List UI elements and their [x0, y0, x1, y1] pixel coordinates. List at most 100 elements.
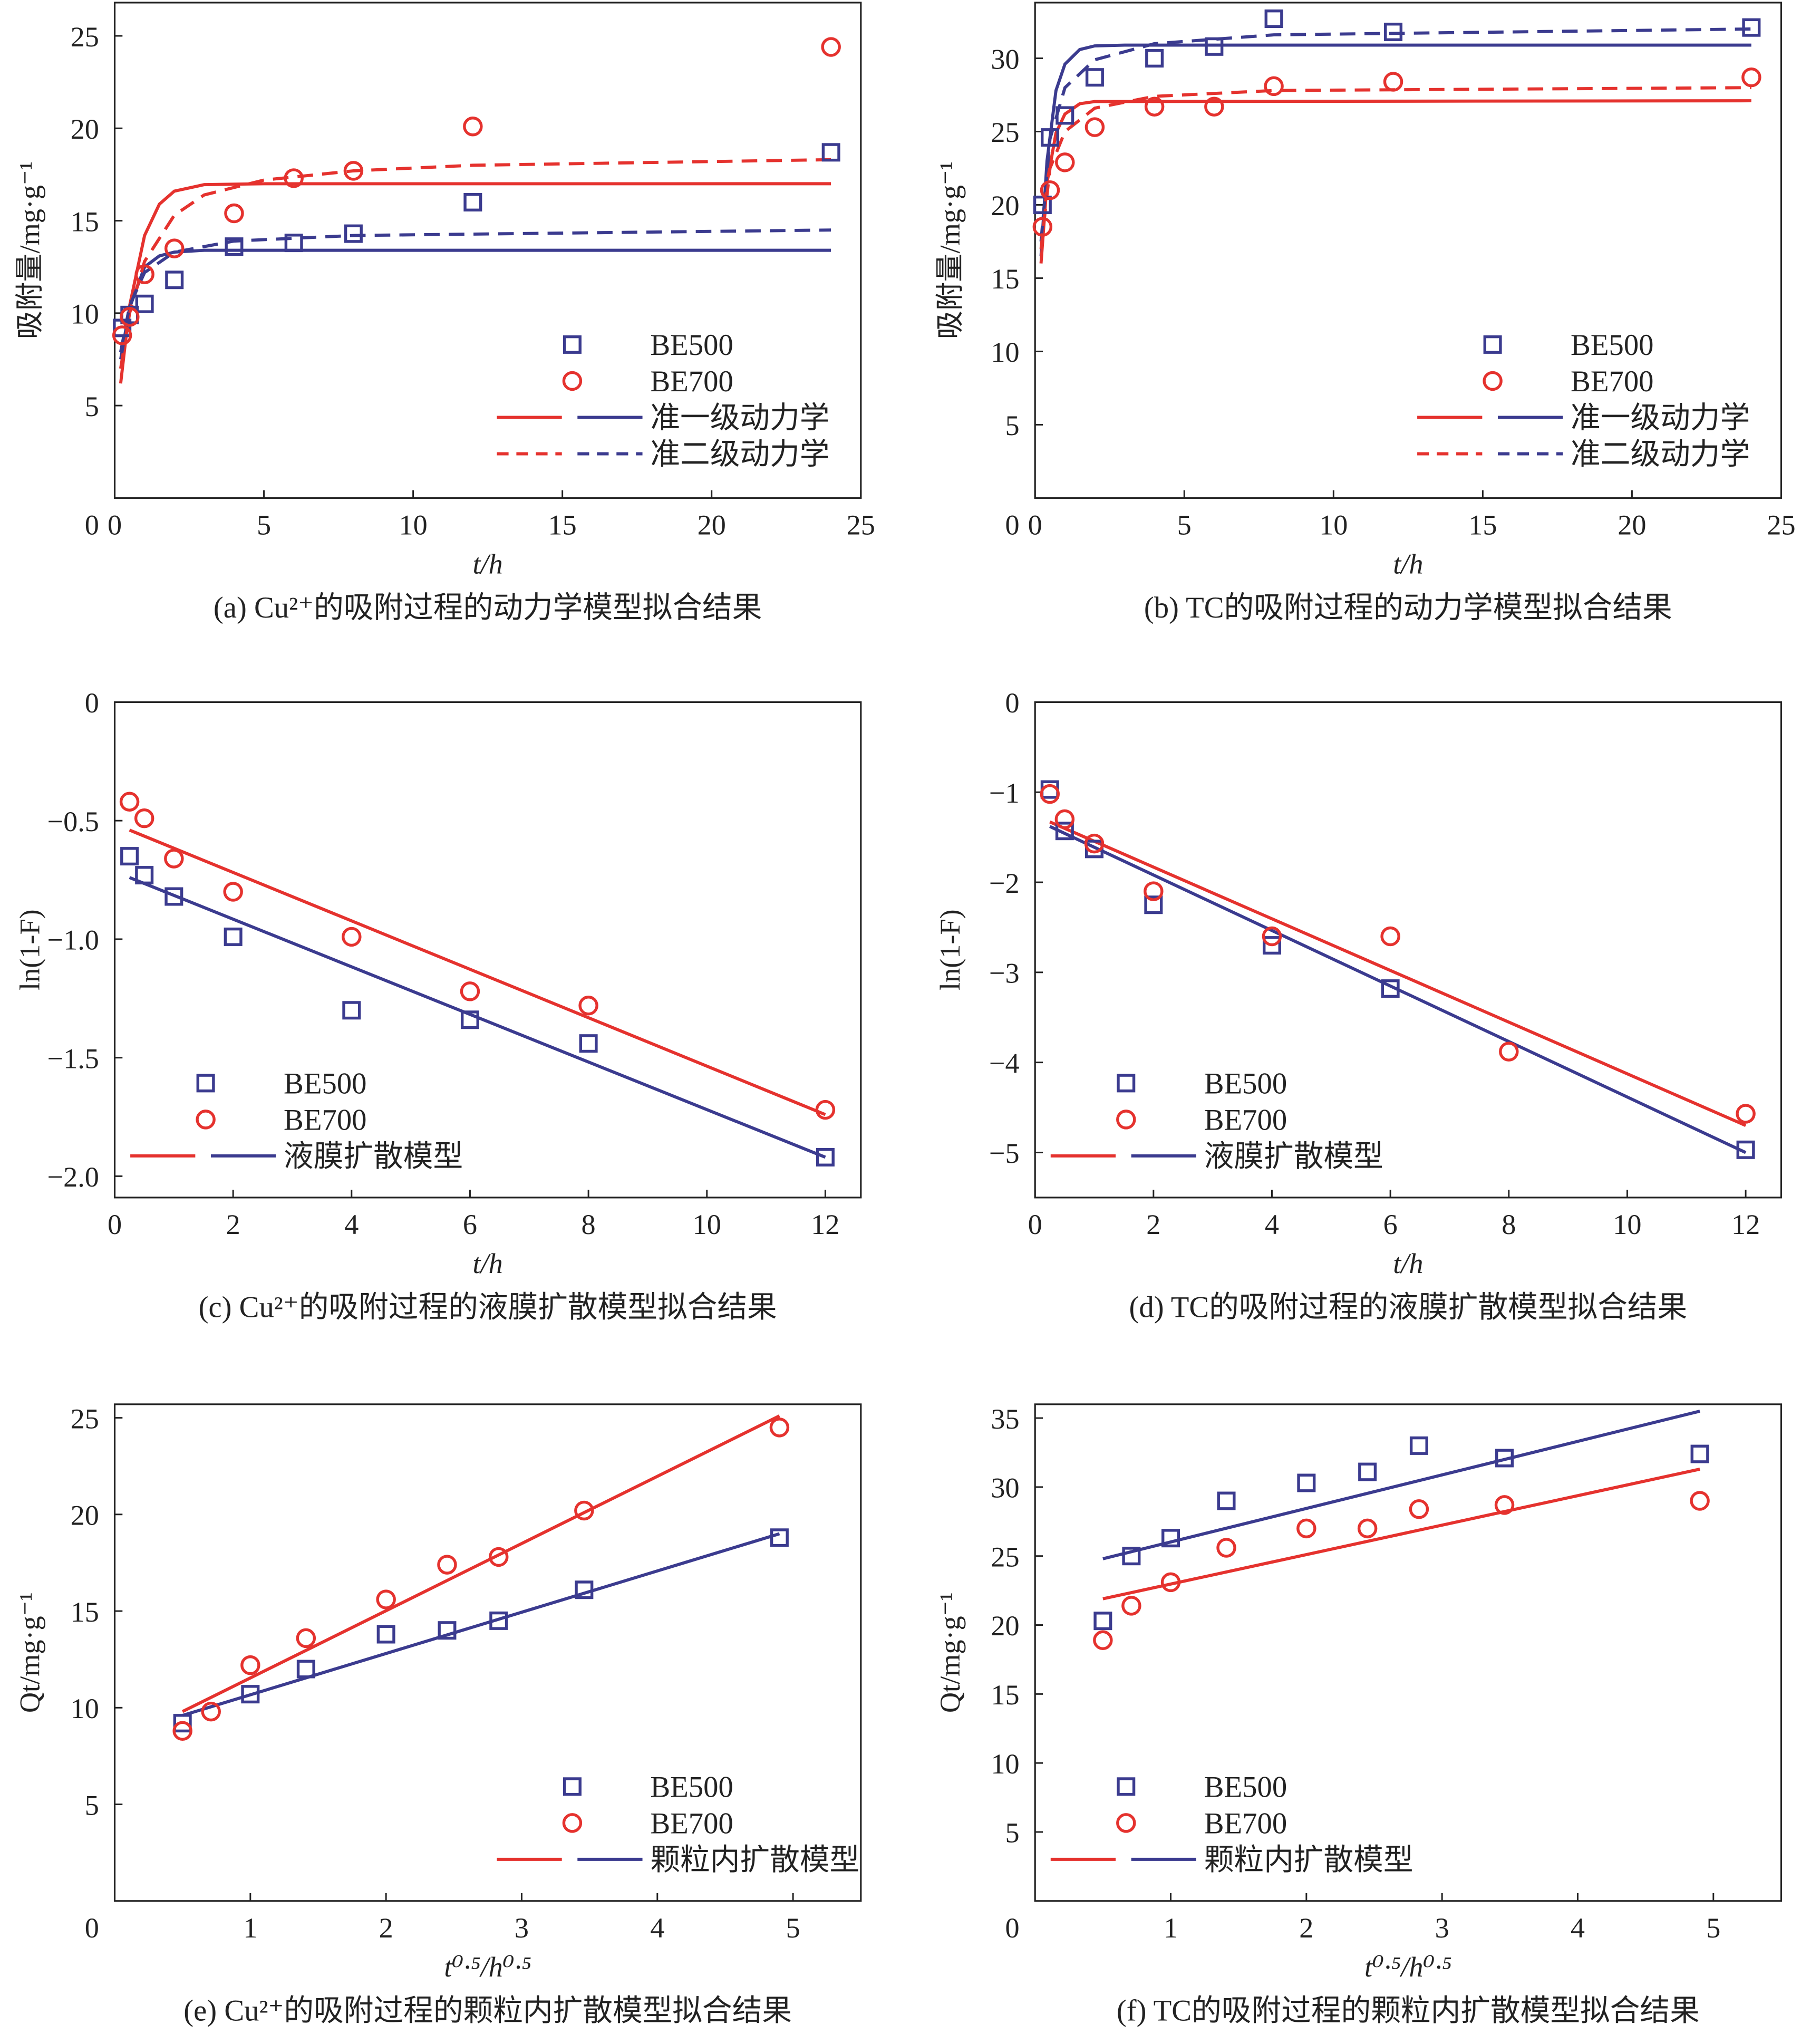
y-tick-label: 30	[991, 43, 1019, 75]
x-tick-label: 0	[1028, 509, 1042, 541]
y-axis-label: ln(1-F)	[934, 909, 966, 990]
data-point-be700	[1741, 67, 1761, 88]
data-point-be500	[224, 927, 243, 946]
x-axis-label: t⁰·⁵/h⁰·⁵	[444, 1951, 531, 1983]
data-point-be500	[489, 1611, 508, 1630]
x-tick-label: 6	[1383, 1209, 1398, 1240]
fit-line-be700	[129, 828, 826, 1116]
panel-caption: (a) Cu²⁺的吸附过程的动力学模型拟合结果	[214, 591, 762, 624]
data-point-be500	[135, 866, 154, 885]
y-tick-label: 20	[71, 1500, 99, 1531]
y-tick-label: 25	[71, 21, 99, 53]
x-tick-label: 4	[344, 1209, 359, 1240]
origin-label: 0	[1005, 1912, 1019, 1944]
y-tick-label: 0	[85, 687, 99, 719]
x-tick-label: 2	[226, 1209, 240, 1240]
data-point-be700	[201, 1701, 221, 1722]
legend-label: BE500	[650, 329, 733, 362]
y-tick-label: 10	[991, 1748, 1019, 1780]
fit-line-be700	[1049, 820, 1747, 1127]
y-tick-label: −1.5	[47, 1043, 99, 1074]
data-point-be700	[223, 882, 243, 902]
data-point-be700	[1160, 1572, 1181, 1593]
y-tick-label: −5	[989, 1137, 1020, 1169]
data-point-be500	[460, 1010, 479, 1029]
y-tick-label: −1	[989, 777, 1020, 809]
y-tick-label: −2	[989, 867, 1020, 899]
x-tick-label: 2	[379, 1912, 393, 1944]
x-tick-label: 4	[1265, 1209, 1279, 1240]
fit-line-be700	[181, 1414, 780, 1713]
x-tick-label: 10	[1319, 509, 1348, 541]
x-tick-label: 3	[1435, 1912, 1449, 1944]
data-point-be700	[821, 37, 841, 57]
data-point-be500	[1262, 936, 1281, 955]
fit-line-be700	[1039, 86, 1751, 249]
data-point-be500	[1056, 106, 1074, 125]
y-tick-label: 5	[85, 391, 99, 422]
panel-f: 1 2 3 4 5 5 10 15 20 25 30 35 0 t⁰·⁵/h⁰·⁵ Qt/mg·g⁻¹ (f)…	[934, 1403, 1783, 2028]
data-point-be700	[1085, 117, 1105, 137]
origin-label: 0	[85, 1912, 99, 1944]
fit-line-be700	[1039, 99, 1751, 264]
data-point-be700	[1054, 809, 1075, 830]
data-point-be500	[164, 887, 183, 906]
legend-marker-be700	[1116, 1110, 1136, 1130]
x-tick-label: 5	[1177, 509, 1192, 541]
y-tick-label: 25	[71, 1403, 99, 1434]
panel-a: 0 5 10 15 20 25 5 10 15 20 25 0 t/h 吸附量/mg·g⁻¹ (a) Cu²…	[14, 2, 875, 624]
x-axis-label: t/h	[1393, 1248, 1423, 1279]
data-point-be700	[343, 161, 364, 181]
data-point-be700	[1084, 833, 1105, 854]
data-point-be500	[1055, 822, 1074, 841]
data-point-be700	[460, 981, 480, 1001]
x-tick-label: 2	[1146, 1209, 1160, 1240]
data-point-be700	[1383, 72, 1403, 92]
legend-label: 液膜扩散模型	[1204, 1140, 1383, 1173]
data-point-be700	[1093, 1630, 1113, 1651]
y-tick-label: 10	[71, 1693, 99, 1724]
data-point-be500	[376, 1625, 395, 1644]
data-point-be500	[1381, 979, 1400, 998]
data-point-be500	[1122, 1547, 1141, 1566]
y-axis-label: Qt/mg·g⁻¹	[14, 1593, 46, 1713]
data-point-be500	[1690, 1444, 1709, 1463]
legend-marker-be500	[1117, 1777, 1136, 1796]
data-point-be700	[164, 238, 185, 258]
fit-line-be500	[182, 1532, 780, 1717]
panel-d: 0 2 4 6 8 10 12 0 −1 −2 −3 −4 −5 t/h ln(1-F) (d) TC的吸附过…	[934, 687, 1783, 1324]
data-point-be500	[342, 1001, 361, 1020]
data-point-be500	[1358, 1462, 1377, 1481]
legend-label: BE500	[1204, 1067, 1287, 1101]
y-tick-label: 5	[85, 1789, 99, 1821]
x-tick-label: 8	[1502, 1209, 1516, 1240]
y-tick-label: 0	[1005, 687, 1019, 719]
x-tick-label: 15	[1468, 509, 1497, 541]
data-point-be500	[579, 1034, 598, 1053]
x-tick-label: 5	[1706, 1912, 1720, 1944]
legend-marker-be500	[563, 335, 582, 354]
data-point-be700	[574, 1500, 594, 1521]
data-point-be500	[1742, 18, 1761, 37]
data-point-be700	[1690, 1491, 1710, 1511]
data-point-be700	[134, 264, 154, 284]
data-point-be500	[1297, 1473, 1316, 1492]
x-axis-label: t/h	[473, 1248, 503, 1279]
data-point-be700	[1499, 1042, 1519, 1062]
x-tick-label: 1	[243, 1912, 257, 1944]
y-tick-label: 20	[991, 190, 1019, 221]
data-point-be700	[1121, 1596, 1141, 1616]
fit-line-be500	[1102, 1410, 1700, 1560]
data-point-be500	[1495, 1449, 1514, 1468]
data-point-be700	[284, 168, 304, 188]
data-point-be700	[1380, 926, 1400, 947]
data-point-be700	[119, 792, 140, 812]
x-tick-label: 10	[693, 1209, 721, 1240]
y-tick-label: 25	[991, 1541, 1019, 1573]
x-tick-label: 2	[1299, 1912, 1313, 1944]
y-tick-label: −4	[989, 1047, 1020, 1079]
